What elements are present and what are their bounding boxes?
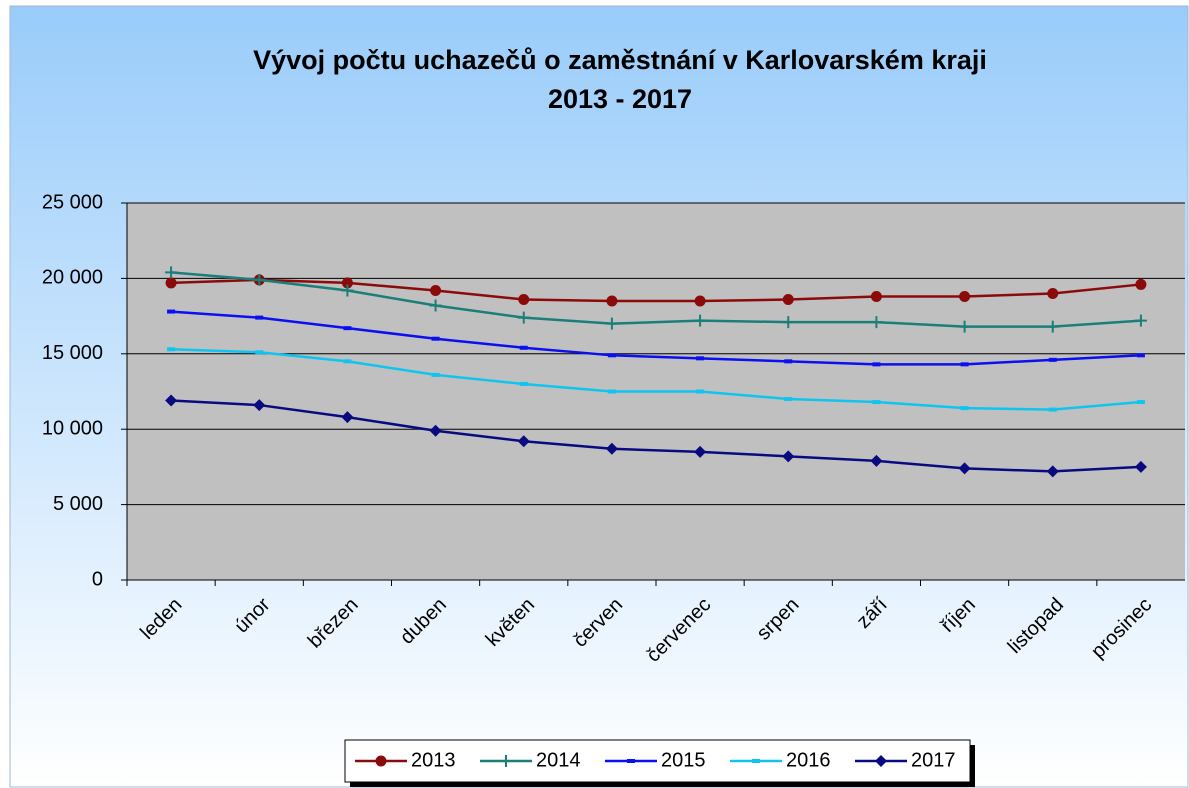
marker: [430, 284, 442, 296]
marker: [696, 389, 705, 394]
y-tick-label: 25 000: [42, 191, 103, 213]
chart-title: 2013 - 2017: [548, 84, 692, 114]
marker: [1135, 278, 1147, 290]
marker: [431, 336, 440, 341]
marker: [519, 345, 528, 350]
marker: [872, 362, 881, 367]
marker: [341, 277, 353, 289]
marker: [341, 284, 354, 297]
marker: [167, 347, 176, 352]
marker: [784, 397, 793, 402]
y-tick-label: 5 000: [53, 493, 103, 515]
legend: [344, 739, 971, 783]
marker: [870, 316, 883, 329]
legend-label: 2014: [536, 749, 581, 771]
y-tick-label: 10 000: [42, 417, 103, 439]
series-line: [171, 348, 1142, 411]
series-line: [170, 310, 1141, 366]
series-line: [170, 271, 1142, 328]
chart-title: Vývoj počtu uchazečů o zaměstnání v Karl…: [253, 45, 987, 75]
marker: [429, 299, 442, 312]
marker: [958, 462, 971, 475]
legend-label: 2016: [786, 749, 831, 771]
marker: [607, 389, 616, 394]
marker: [694, 314, 707, 327]
marker: [696, 356, 705, 361]
marker: [875, 755, 887, 767]
marker: [341, 411, 354, 424]
marker: [870, 454, 883, 467]
marker: [343, 359, 352, 364]
marker: [343, 326, 352, 331]
marker: [607, 353, 616, 358]
marker: [165, 266, 178, 279]
marker: [1134, 314, 1147, 327]
series-line: [171, 278, 1142, 303]
legend-label: 2013: [411, 749, 456, 771]
marker: [1134, 460, 1147, 473]
marker: [958, 320, 971, 333]
marker: [960, 362, 969, 367]
marker: [627, 759, 635, 763]
marker: [255, 315, 264, 320]
marker: [1046, 465, 1059, 478]
marker: [1136, 400, 1145, 405]
marker: [1047, 287, 1059, 299]
marker: [429, 424, 442, 437]
y-tick-label: 0: [92, 568, 103, 590]
marker: [517, 311, 530, 324]
marker: [167, 309, 176, 314]
marker: [782, 294, 794, 306]
marker: [255, 350, 264, 355]
marker: [517, 435, 530, 448]
marker: [1048, 357, 1057, 362]
y-tick-label: 15 000: [42, 342, 103, 364]
marker: [782, 316, 795, 329]
series-line: [171, 399, 1141, 473]
marker: [960, 406, 969, 411]
marker: [375, 755, 387, 767]
marker: [782, 450, 795, 463]
marker: [784, 359, 793, 364]
marker: [165, 277, 177, 289]
marker: [253, 399, 266, 412]
marker: [1136, 353, 1145, 358]
marker: [518, 294, 530, 306]
legend-label: 2015: [661, 749, 706, 771]
marker: [500, 755, 512, 767]
marker: [165, 394, 178, 407]
marker: [1046, 320, 1059, 333]
marker: [606, 295, 618, 307]
marker: [752, 759, 760, 763]
marker: [605, 317, 618, 330]
marker: [1048, 407, 1057, 412]
marker: [694, 445, 707, 458]
marker: [253, 273, 266, 286]
y-tick-label: 20 000: [42, 267, 103, 289]
marker: [870, 290, 882, 302]
marker: [694, 295, 706, 307]
marker: [959, 290, 971, 302]
marker: [431, 372, 440, 377]
legend-label: 2017: [911, 749, 956, 771]
marker: [519, 381, 528, 386]
marker: [872, 400, 881, 405]
marker: [605, 442, 618, 455]
